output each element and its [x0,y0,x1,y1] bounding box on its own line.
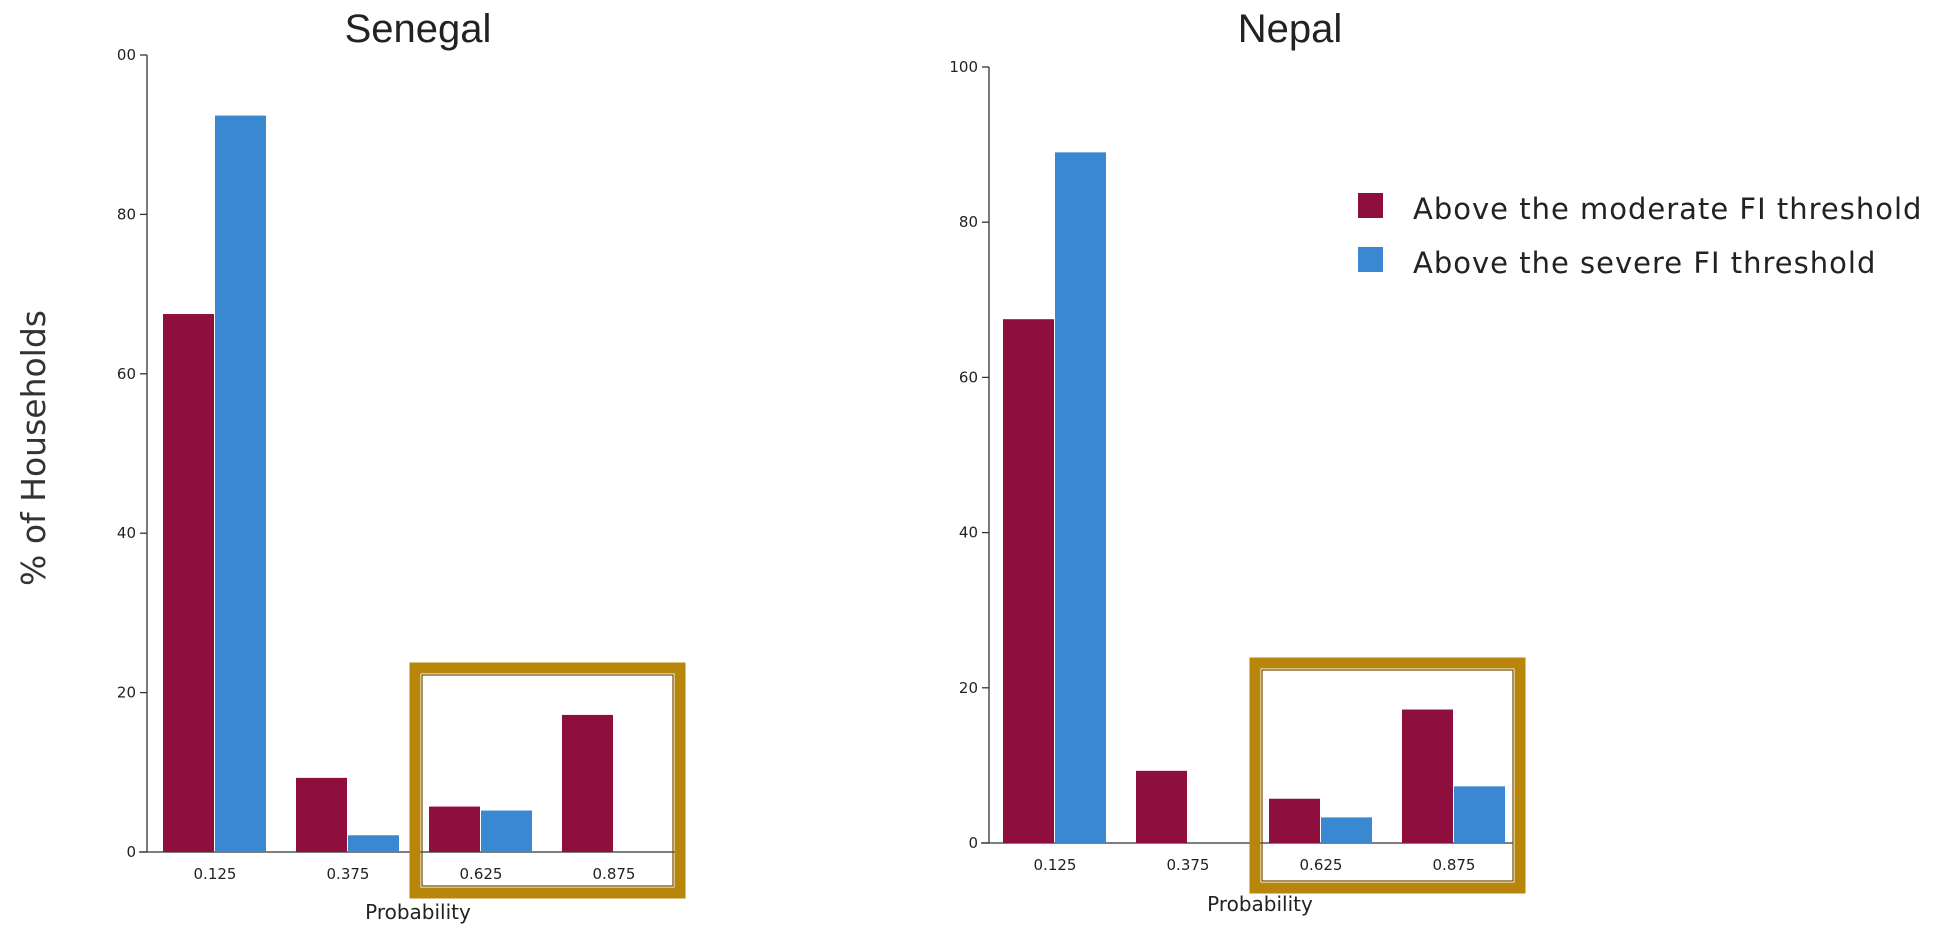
legend-label-severe: Above the severe FI threshold [1413,246,1876,280]
bar-moderate-0.125 [1003,319,1054,843]
y-axis-title: % of Households [14,310,53,586]
x-tick-label: 0.875 [593,865,636,883]
y-tick-label: 40 [117,524,136,542]
bar-moderate-0.625 [429,806,480,852]
y-tick-label: 0 [126,843,136,861]
x-tick-label: 0.125 [194,865,237,883]
highlight-box [1249,657,1526,894]
bar-moderate-0.125 [163,314,214,852]
legend-label-moderate: Above the moderate FI threshold [1413,192,1922,226]
chart-senegal: Senegal Probability 0 20 40 60 80 00 0.125 0.37… [117,7,686,924]
x-axis-title-nepal: Probability [1207,892,1313,916]
chart-title-senegal: Senegal [345,7,492,51]
bar-severe-0.625 [481,810,532,852]
x-axis-title-senegal: Probability [365,900,471,924]
y-tick-label: 00 [117,46,136,64]
bar-severe-0.125 [215,115,266,852]
y-tick-label: 20 [117,684,136,702]
bar-severe-0.375 [348,835,399,852]
bar-moderate-0.375 [296,777,347,852]
bar-moderate-0.875 [1402,709,1453,843]
legend-swatch-moderate [1358,193,1383,218]
x-tick-label: 0.125 [1034,856,1077,874]
highlight-box-inner-edge [421,674,674,887]
y-tick-label: 40 [959,524,978,542]
y-tick-label: 60 [959,368,978,386]
y-tick-label: 80 [959,213,978,231]
bar-severe-0.125 [1055,152,1106,844]
highlight-box [409,662,686,899]
y-tick-label: 20 [959,679,978,697]
y-tick-label: 60 [117,365,136,383]
bar-moderate-0.875 [562,714,613,852]
y-tick-label: 80 [117,205,136,223]
x-tick-label: 0.625 [460,865,503,883]
bar-severe-0.875 [1454,786,1505,843]
legend-swatch-severe [1358,247,1383,272]
x-tick-label: 0.625 [1300,856,1343,874]
bar-severe-0.625 [1321,817,1372,843]
chart-title-nepal: Nepal [1238,7,1343,51]
x-tick-label: 0.875 [1433,856,1476,874]
x-tick-label: 0.375 [327,865,370,883]
bar-moderate-0.625 [1269,798,1320,843]
y-tick-label: 0 [968,834,978,852]
highlight-box-inner-edge [1261,669,1514,882]
legend: Above the moderate FI threshold Above th… [1358,192,1922,280]
bar-moderate-0.375 [1136,770,1187,843]
x-tick-label: 0.375 [1167,856,1210,874]
y-tick-label: 100 [949,58,978,76]
chart-nepal: Nepal Probability 0 20 40 60 80 100 0.125 0.375… [949,7,1526,916]
